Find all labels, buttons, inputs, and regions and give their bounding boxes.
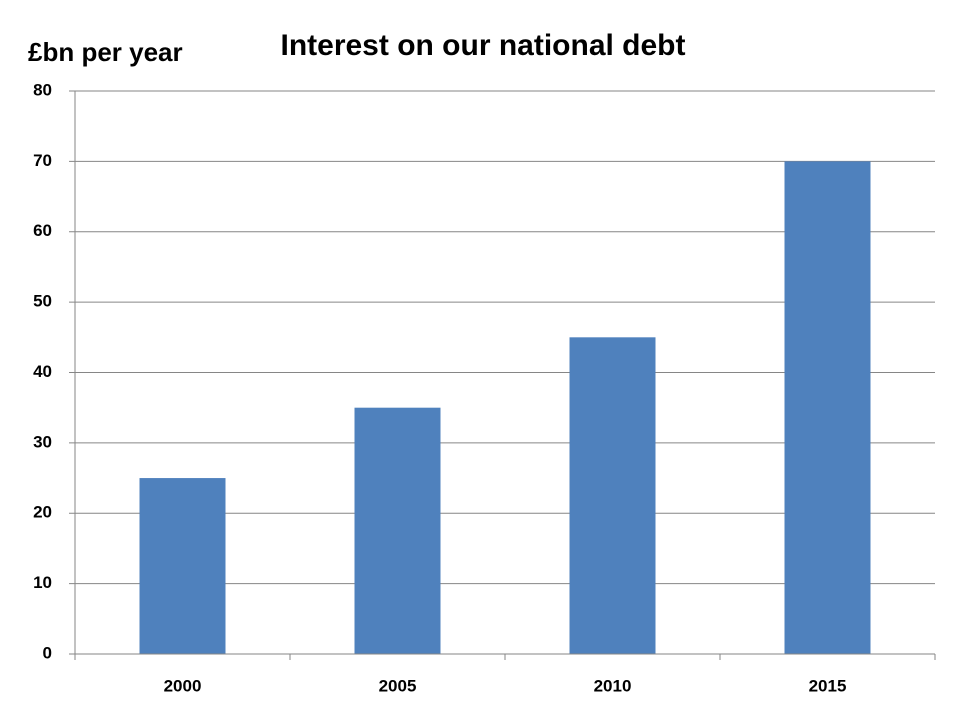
y-tick-label: 0 [43, 643, 52, 662]
y-tick-label: 80 [33, 80, 52, 99]
y-tick-label: 60 [33, 221, 52, 240]
chart-title: Interest on our national debt [280, 29, 685, 62]
y-tick-label: 40 [33, 362, 52, 381]
x-tick-label: 2010 [594, 676, 632, 695]
y-tick-label: 50 [33, 292, 52, 311]
bar [569, 337, 656, 654]
y-tick-label: 10 [33, 573, 52, 592]
y-tick-label: 70 [33, 151, 52, 170]
x-tick-label: 2005 [379, 676, 417, 695]
y-axis-label: £bn per year [28, 37, 183, 67]
bar [354, 407, 441, 654]
x-tick-label: 2000 [164, 676, 202, 695]
x-tick-label: 2015 [809, 676, 847, 695]
y-tick-label: 20 [33, 503, 52, 522]
bar [784, 161, 871, 654]
y-tick-label: 30 [33, 432, 52, 451]
bar [139, 478, 226, 654]
